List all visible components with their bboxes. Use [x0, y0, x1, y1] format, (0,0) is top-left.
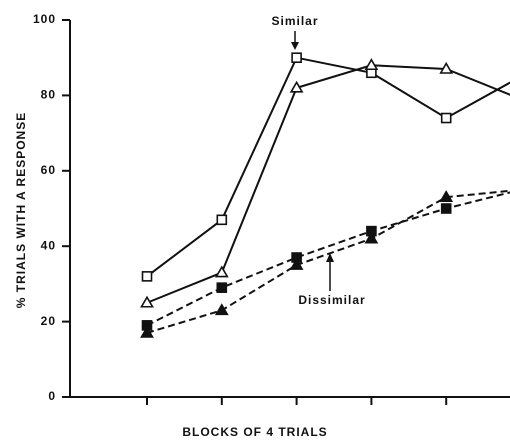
marker: [364, 58, 379, 71]
marker: [289, 257, 304, 270]
series-line: [146, 56, 510, 278]
x-axis-label: BLOCKS OF 4 TRIALS: [182, 425, 327, 439]
series-line: [146, 191, 510, 327]
arrow-head: [326, 253, 334, 262]
marker: [216, 282, 228, 293]
series-line: [146, 189, 510, 334]
series-line: [146, 64, 510, 304]
marker: [291, 52, 302, 64]
annotation: Dissimilar: [298, 293, 365, 307]
y-tick-label: 80: [41, 88, 56, 102]
marker: [440, 112, 452, 124]
plot-area: [140, 52, 510, 338]
marker: [216, 214, 228, 226]
marker: [440, 203, 452, 214]
marker: [439, 61, 454, 74]
marker: [140, 295, 154, 308]
arrow-head: [291, 42, 299, 50]
y-tick-label: 100: [33, 12, 56, 26]
marker: [140, 325, 154, 338]
y-tick-label: 60: [41, 163, 56, 177]
marker: [141, 271, 153, 282]
marker: [364, 231, 379, 244]
y-tick-label: 0: [48, 389, 56, 403]
annotation: Similar: [271, 14, 318, 28]
y-tick-label: 40: [41, 238, 56, 252]
marker: [289, 80, 304, 93]
y-axis-label: % TRIALS WITH A RESPONSE: [14, 112, 28, 308]
y-tick-label: 20: [41, 314, 56, 328]
marker: [439, 190, 454, 202]
marker: [214, 265, 229, 278]
marker: [214, 303, 229, 316]
